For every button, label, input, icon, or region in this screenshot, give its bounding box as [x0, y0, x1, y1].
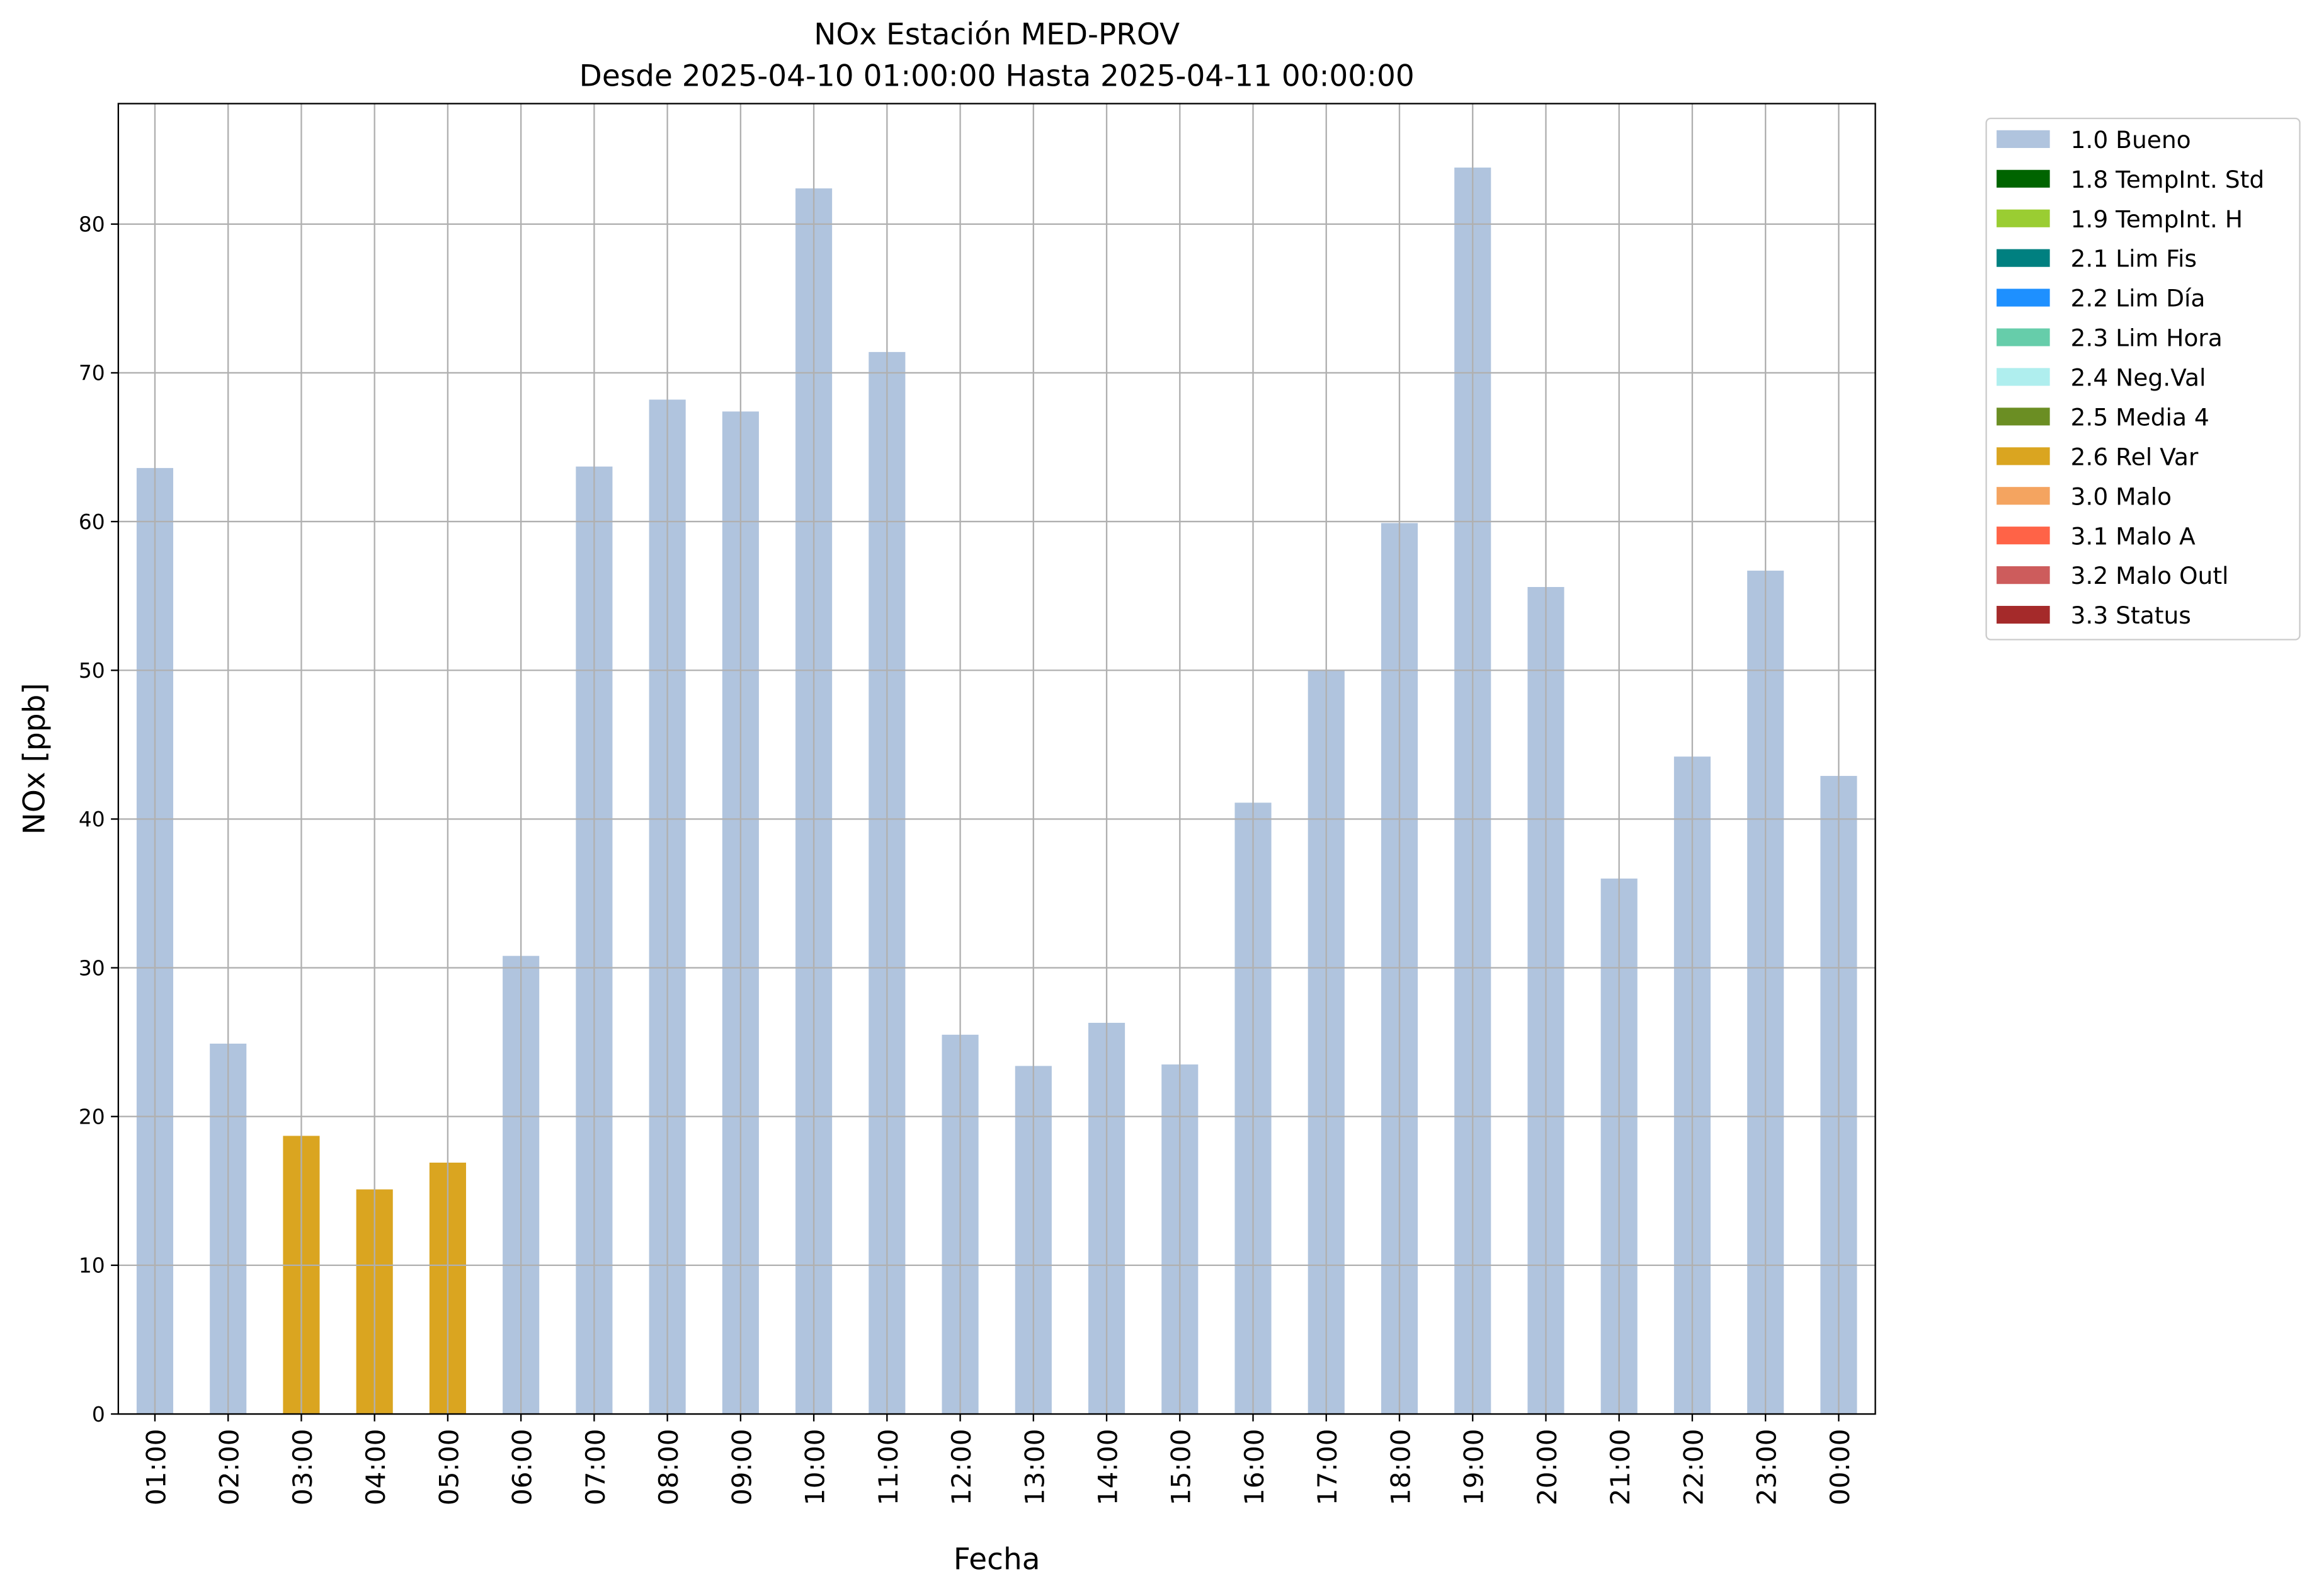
legend-swatch: [1997, 487, 2050, 505]
x-tick-label: 03:00: [287, 1429, 318, 1506]
x-tick-label: 22:00: [1678, 1429, 1709, 1506]
legend-swatch: [1997, 130, 2050, 148]
x-tick-label: 04:00: [360, 1429, 391, 1506]
legend-label: 1.8 TempInt. Std: [2071, 166, 2265, 193]
y-tick-label: 80: [79, 212, 105, 237]
x-tick-label: 08:00: [653, 1429, 684, 1506]
legend-label: 2.3 Lim Hora: [2071, 324, 2223, 352]
legend-label: 3.2 Malo Outl: [2071, 562, 2229, 590]
legend-label: 2.6 Rel Var: [2071, 443, 2199, 470]
legend-label: 3.3 Status: [2071, 601, 2191, 629]
legend-label: 3.1 Malo A: [2071, 522, 2196, 550]
legend-label: 1.9 TempInt. H: [2071, 205, 2243, 233]
x-tick-label: 11:00: [873, 1429, 904, 1506]
x-tick-label: 20:00: [1532, 1429, 1563, 1506]
x-tick-label: 19:00: [1459, 1429, 1490, 1506]
y-tick-label: 50: [79, 658, 105, 683]
legend-label: 2.1 Lim Fis: [2071, 245, 2197, 273]
chart-title: NOx Estación MED-PROV: [814, 18, 1180, 52]
x-tick-label: 15:00: [1166, 1429, 1197, 1506]
legend-swatch: [1997, 249, 2050, 267]
y-axis-label: NOx [ppb]: [17, 683, 52, 835]
legend-swatch: [1997, 605, 2050, 624]
legend-box: [1985, 117, 2301, 641]
x-axis-label: Fecha: [954, 1542, 1040, 1577]
x-tick-label: 21:00: [1605, 1429, 1636, 1506]
legend-swatch: [1997, 328, 2050, 346]
x-tick-label: 12:00: [946, 1429, 977, 1506]
x-tick-label: 06:00: [507, 1429, 538, 1506]
legend-swatch: [1997, 288, 2050, 307]
x-tick-label: 00:00: [1825, 1429, 1855, 1506]
y-tick-label: 40: [79, 807, 105, 831]
legend-label: 2.2 Lim Día: [2071, 285, 2206, 312]
chart-subtitle: Desde 2025-04-10 01:00:00 Hasta 2025-04-…: [579, 59, 1415, 93]
plot-frame: [117, 103, 1876, 1415]
legend-swatch: [1997, 169, 2050, 188]
legend-swatch: [1997, 447, 2050, 465]
x-tick-label: 02:00: [214, 1429, 245, 1506]
x-tick-label: 23:00: [1752, 1429, 1782, 1506]
legend-label: 2.5 Media 4: [2071, 403, 2209, 431]
legend-label: 3.0 Malo: [2071, 482, 2172, 510]
y-tick-label: 30: [79, 955, 105, 980]
x-tick-label: 10:00: [800, 1429, 831, 1506]
y-tick-label: 60: [79, 510, 105, 534]
x-tick-label: 18:00: [1385, 1429, 1416, 1506]
x-tick-label: 14:00: [1092, 1429, 1123, 1506]
legend-swatch: [1997, 368, 2050, 386]
legend-label: 1.0 Bueno: [2071, 126, 2191, 154]
x-tick-label: 01:00: [140, 1429, 171, 1506]
legend-swatch: [1997, 566, 2050, 584]
legend-swatch: [1997, 408, 2050, 426]
x-tick-label: 09:00: [726, 1429, 757, 1506]
y-tick-label: 0: [92, 1402, 105, 1427]
x-tick-label: 07:00: [580, 1429, 611, 1506]
legend-swatch: [1997, 209, 2050, 227]
legend-swatch: [1997, 527, 2050, 545]
x-tick-label: 05:00: [433, 1429, 464, 1506]
x-tick-label: 13:00: [1019, 1429, 1050, 1506]
x-tick-label: 17:00: [1312, 1429, 1343, 1506]
x-tick-label: 16:00: [1239, 1429, 1270, 1506]
legend-label: 2.4 Neg.Val: [2071, 364, 2206, 392]
y-tick-label: 70: [79, 361, 105, 385]
y-tick-label: 20: [79, 1104, 105, 1129]
y-tick-label: 10: [79, 1253, 105, 1278]
